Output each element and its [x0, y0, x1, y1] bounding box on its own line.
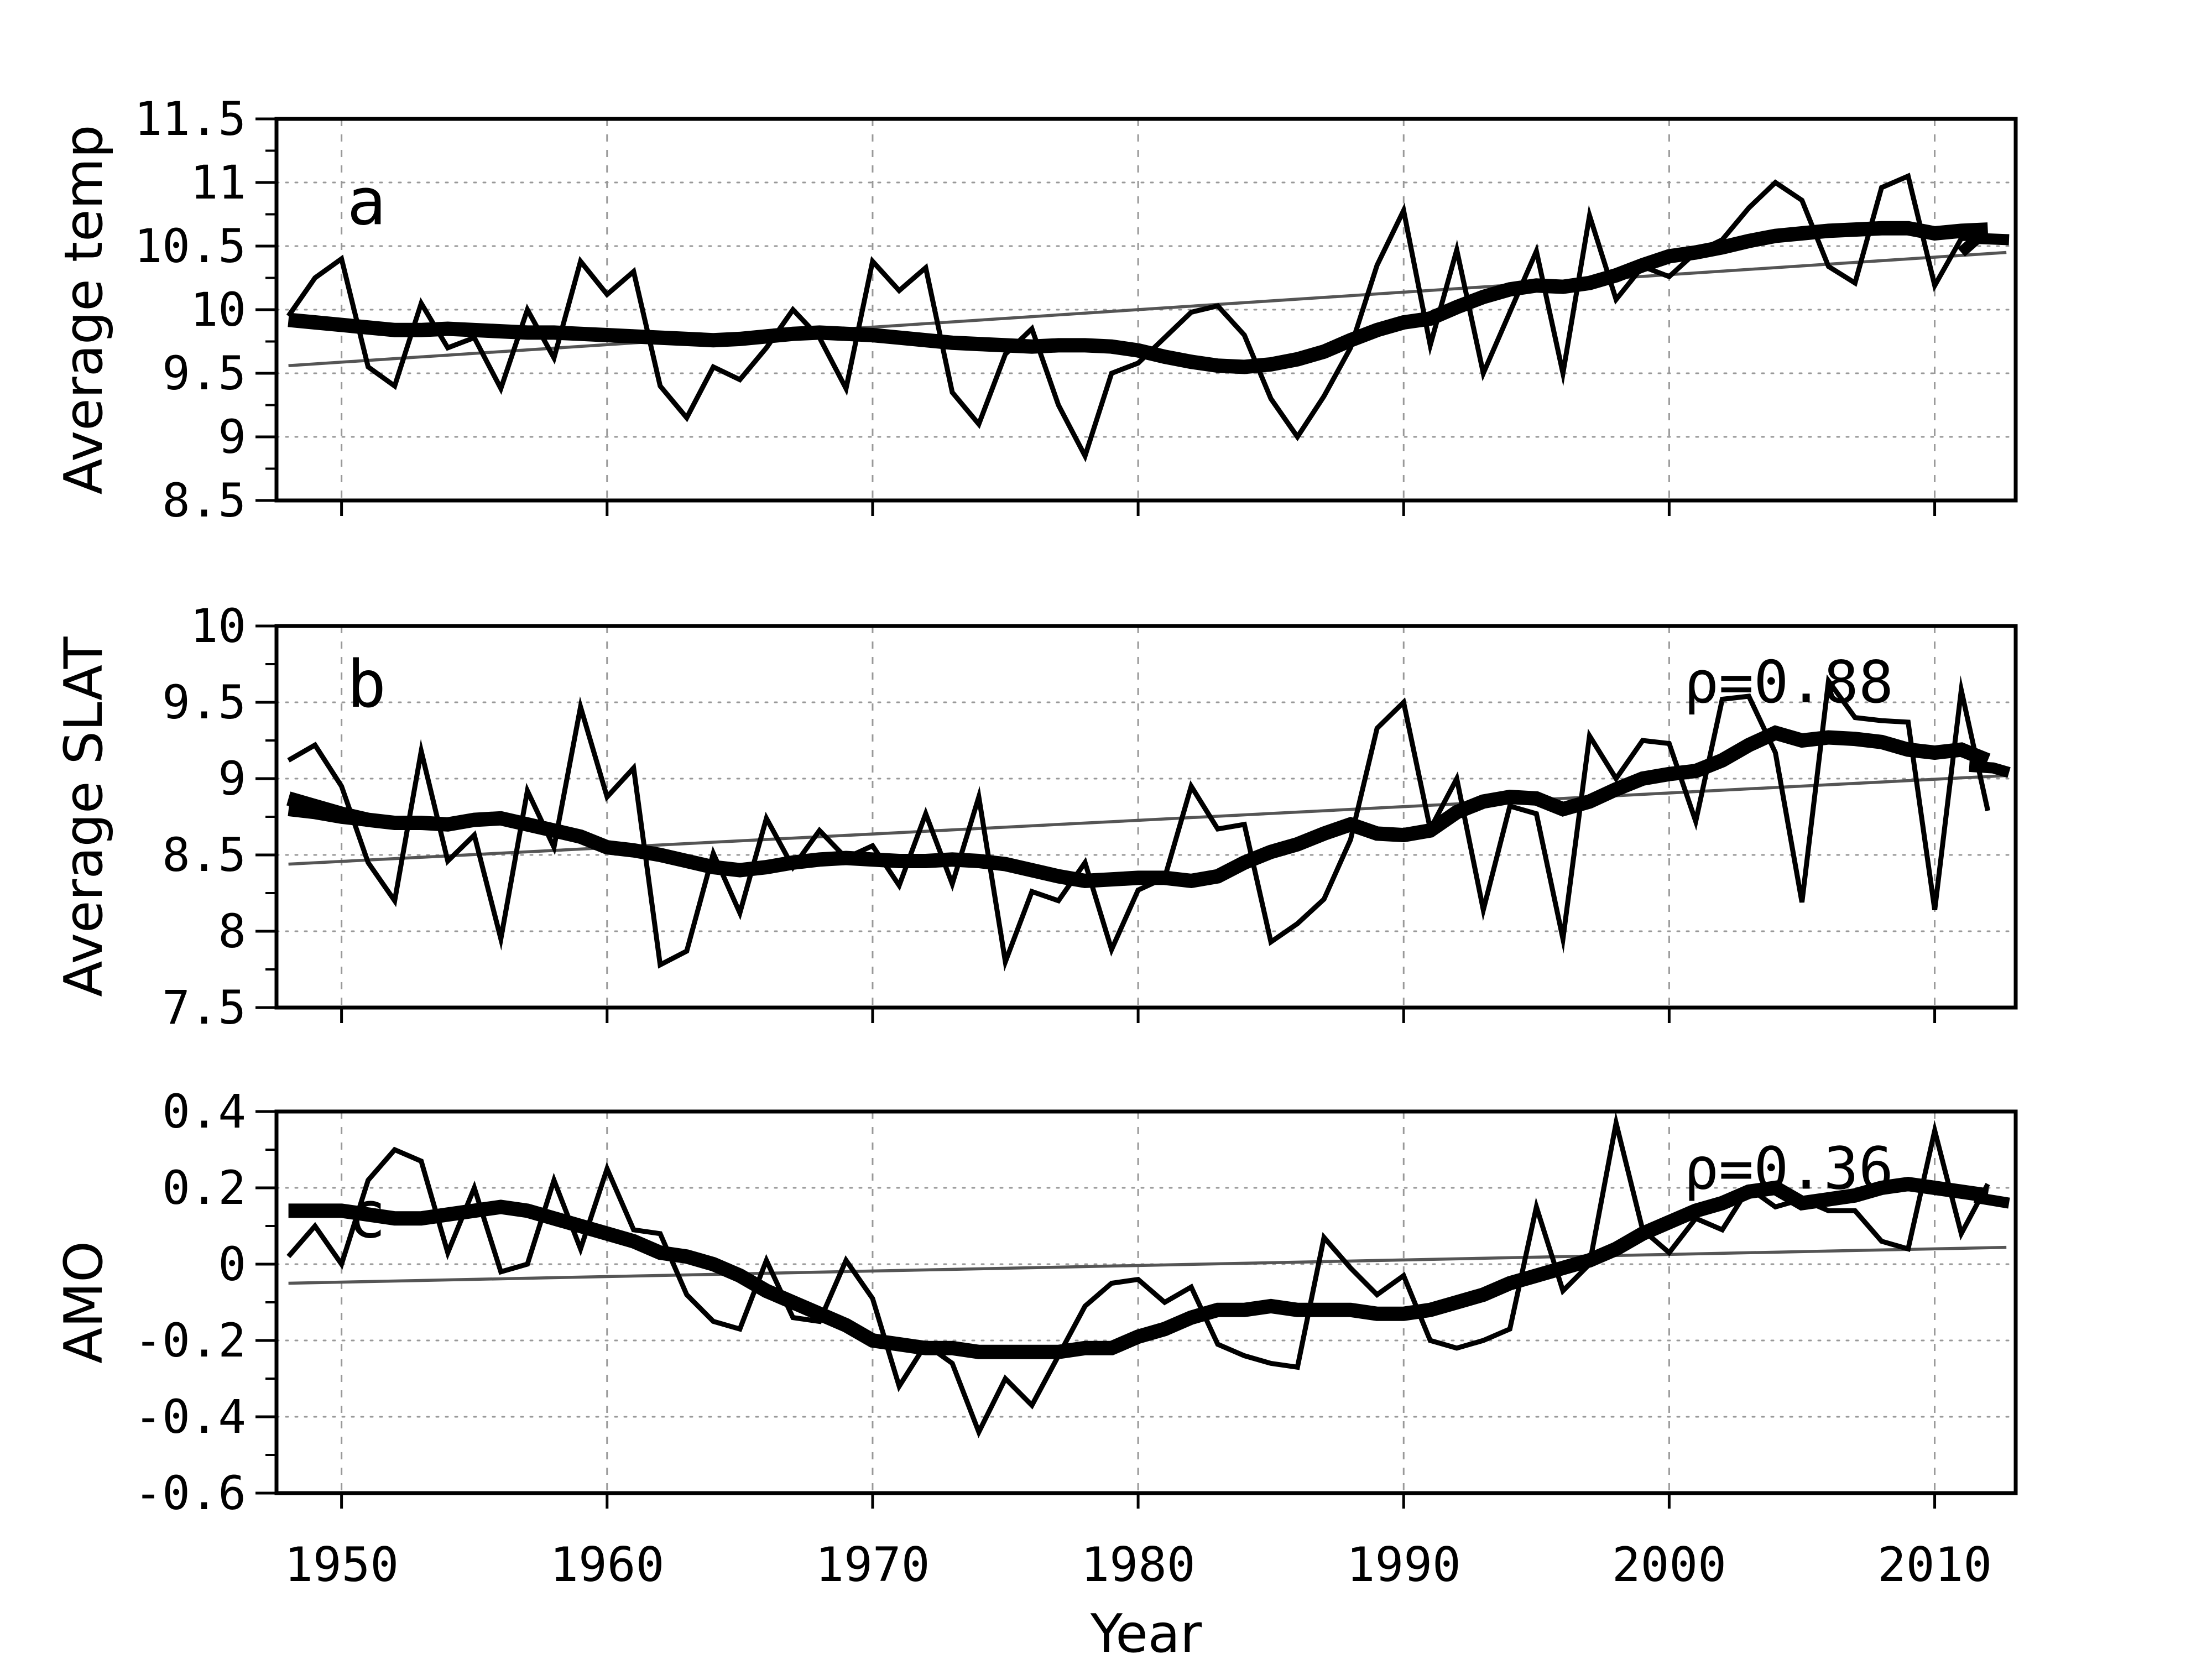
- panel-c-smoothed-line: [288, 1176, 1989, 1359]
- y-tick-label: 8.5: [162, 473, 246, 528]
- x-axis-labels: 1950 1960 1970 1980 1990 2000 2010 Year: [284, 1537, 1992, 1659]
- panel-a-trend-line: [288, 251, 2007, 367]
- panel-b-smoothed-alt-head-line: [288, 805, 395, 828]
- y-axis-title-a: Average temp: [54, 125, 114, 495]
- panel-a-smoothed-line: [288, 221, 1989, 374]
- panel-b-trend-line: [288, 774, 2007, 866]
- panel-c-smoothed-alt-line: [1973, 1192, 2010, 1209]
- panel-b-chart: 7.5 8 8.5 9 9.5 10 Average SLAT b ρ=0.88: [54, 599, 2018, 1035]
- y-tick-label: 7.5: [162, 980, 246, 1035]
- y-tick-label: 9: [218, 410, 246, 464]
- y-tick-label: 8: [218, 904, 246, 958]
- y-tick-label: 9: [218, 752, 246, 806]
- x-tick-label: 1970: [815, 1537, 930, 1593]
- panel-c-trend-line: [288, 1245, 2007, 1285]
- x-tick-label: 1950: [284, 1537, 399, 1593]
- y-tick-label: 10: [190, 283, 246, 337]
- panel-a-chart: 8.5 9 9.5 10 10.5 11 11.5 Average temp a: [54, 92, 2018, 528]
- y-tick-label: -0.4: [134, 1390, 246, 1444]
- panel-b-smoothed-alt-line: [1969, 760, 2011, 778]
- y-tick-label: 10.5: [134, 219, 246, 273]
- panel-b-smoothed-line: [286, 725, 1991, 889]
- panel-letter-b: b: [347, 646, 386, 722]
- panel-a-smoothed-alt-line: [1958, 233, 2010, 257]
- x-axis-title: Year: [1090, 1604, 1202, 1659]
- y-tick-label: 9.5: [162, 346, 246, 400]
- y-axis-title-c: AMO: [54, 1241, 114, 1364]
- y-tick-label: -0.6: [134, 1466, 246, 1520]
- panel-letter-a: a: [347, 164, 386, 240]
- correlation-annotation-c: ρ=0.36: [1684, 1135, 1893, 1203]
- y-axis-title-b: Average SLAT: [54, 636, 114, 997]
- x-tick-label: 1990: [1347, 1537, 1461, 1593]
- x-tick-label: 1960: [550, 1537, 664, 1593]
- y-tick-label: 11: [190, 155, 246, 210]
- y-tick-label: -0.2: [134, 1313, 246, 1368]
- x-tick-label: 1980: [1081, 1537, 1196, 1593]
- x-tick-label: 2010: [1877, 1537, 1992, 1593]
- y-tick-label: 10: [190, 599, 246, 653]
- y-tick-label: 0: [218, 1237, 246, 1291]
- panel-letter-c: c: [347, 1176, 386, 1253]
- panel-b-annual-line: [287, 674, 1990, 972]
- y-tick-label: 9.5: [162, 675, 246, 729]
- x-tick-label: 2000: [1612, 1537, 1726, 1593]
- panel-c-chart: -0.6 -0.4 -0.2 0 0.2 0.4 AMO c ρ=0.36: [54, 1084, 2018, 1520]
- y-tick-label: 11.5: [134, 92, 246, 146]
- y-tick-label: 8.5: [162, 828, 246, 882]
- correlation-annotation-b: ρ=0.88: [1684, 649, 1893, 716]
- y-tick-label: 0.4: [162, 1084, 246, 1139]
- y-tick-label: 0.2: [162, 1161, 246, 1215]
